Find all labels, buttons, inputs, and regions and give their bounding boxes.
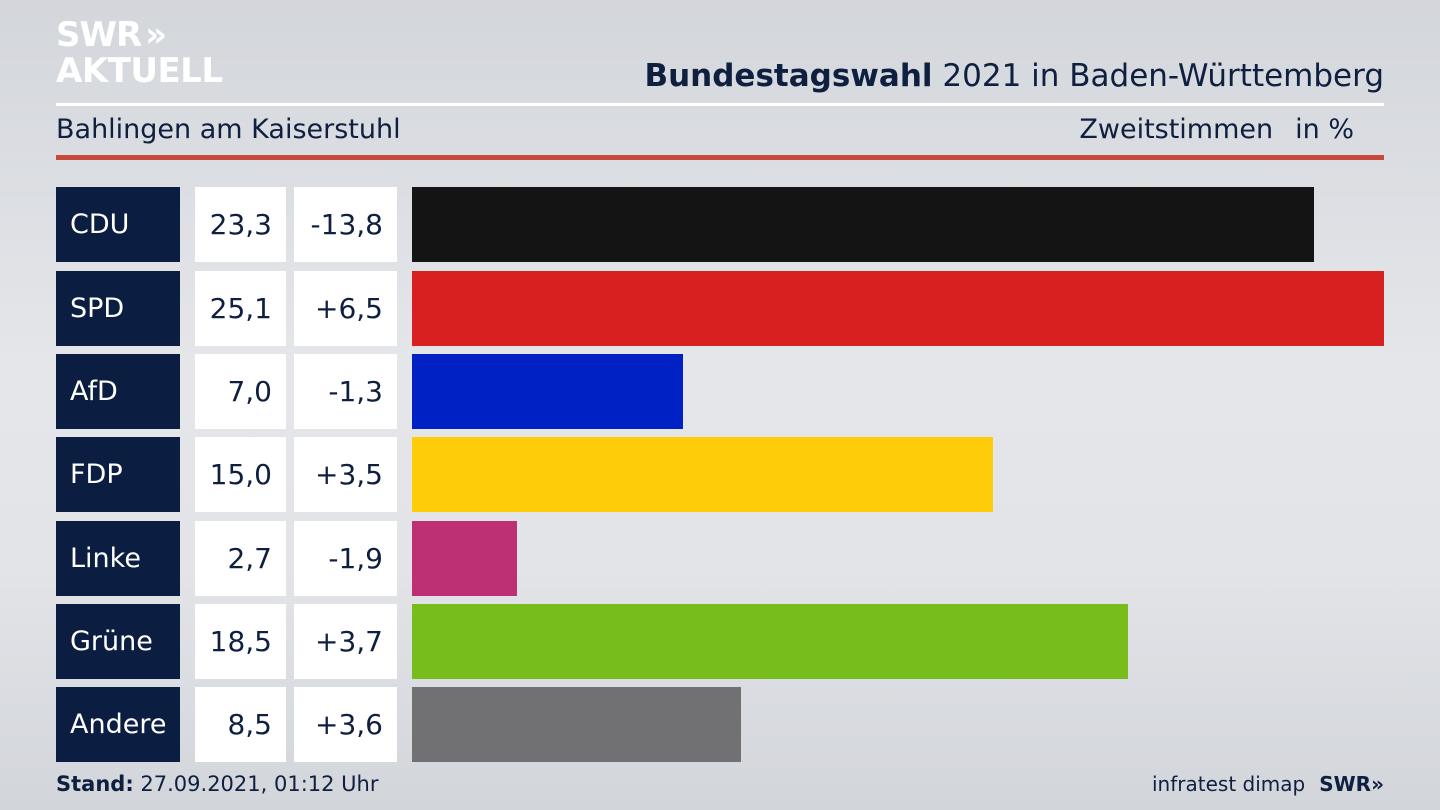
measure-text: Zweitstimmen	[1079, 114, 1274, 145]
party-label: CDU	[56, 187, 180, 262]
stand-label: Stand:	[56, 772, 134, 796]
change-label: +3,7	[294, 604, 397, 679]
logo-arrows-icon: »	[145, 15, 167, 55]
bar-row: AfD 7,0 -1,3	[56, 354, 1384, 429]
bar	[412, 521, 517, 596]
party-label: AfD	[56, 354, 180, 429]
value-label: 23,3	[195, 187, 286, 262]
bar	[412, 604, 1128, 679]
value-label: 25,1	[195, 271, 286, 346]
bar-row: CDU 23,3 -13,8	[56, 187, 1384, 262]
value-label: 7,0	[195, 354, 286, 429]
header-divider	[56, 103, 1384, 106]
logo-aktuell-text: AKTUELL	[56, 51, 223, 91]
change-label: -1,3	[294, 354, 397, 429]
change-label: -1,9	[294, 521, 397, 596]
party-label: Linke	[56, 521, 180, 596]
value-label: 8,5	[195, 687, 286, 762]
bar	[412, 354, 683, 429]
swr-aktuell-logo: SWR» AKTUELL	[56, 18, 223, 90]
party-label: SPD	[56, 271, 180, 346]
change-label: +3,6	[294, 687, 397, 762]
logo-swr-text: SWR	[56, 15, 142, 55]
footer-credits: infratest dimap SWR»	[1152, 772, 1384, 796]
timestamp: Stand: 27.09.2021, 01:12 Uhr	[56, 772, 379, 796]
measure-label: Zweitstimmen in %	[1079, 114, 1354, 145]
party-label: Grüne	[56, 604, 180, 679]
chart-title: Bundestagswahl 2021 in Baden-Württemberg	[644, 58, 1384, 94]
change-label: +3,5	[294, 437, 397, 512]
value-label: 2,7	[195, 521, 286, 596]
bar-row: Linke 2,7 -1,9	[56, 521, 1384, 596]
accent-divider	[56, 155, 1384, 160]
value-label: 15,0	[195, 437, 286, 512]
party-label: Andere	[56, 687, 180, 762]
bar-row: Grüne 18,5 +3,7	[56, 604, 1384, 679]
source-label: infratest dimap	[1152, 772, 1306, 796]
bar	[412, 271, 1384, 346]
bar-row: FDP 15,0 +3,5	[56, 437, 1384, 512]
value-label: 18,5	[195, 604, 286, 679]
footer-brand: SWR	[1319, 772, 1372, 796]
bar-row: Andere 8,5 +3,6	[56, 687, 1384, 762]
change-label: +6,5	[294, 271, 397, 346]
bar	[412, 687, 741, 762]
party-label: FDP	[56, 437, 180, 512]
chart-subtitle: Bahlingen am Kaiserstuhl	[56, 114, 401, 145]
bar-row: SPD 25,1 +6,5	[56, 271, 1384, 346]
change-label: -13,8	[294, 187, 397, 262]
swr-footer-logo: SWR»	[1319, 772, 1384, 796]
bar	[412, 437, 993, 512]
title-bold: Bundestagswahl	[644, 58, 933, 94]
bar	[412, 187, 1314, 262]
stand-value: 27.09.2021, 01:12 Uhr	[133, 772, 379, 796]
unit-text: in %	[1295, 114, 1354, 145]
footer-arrows-icon: »	[1371, 772, 1384, 796]
title-rest: 2021 in Baden-Württemberg	[932, 58, 1384, 94]
